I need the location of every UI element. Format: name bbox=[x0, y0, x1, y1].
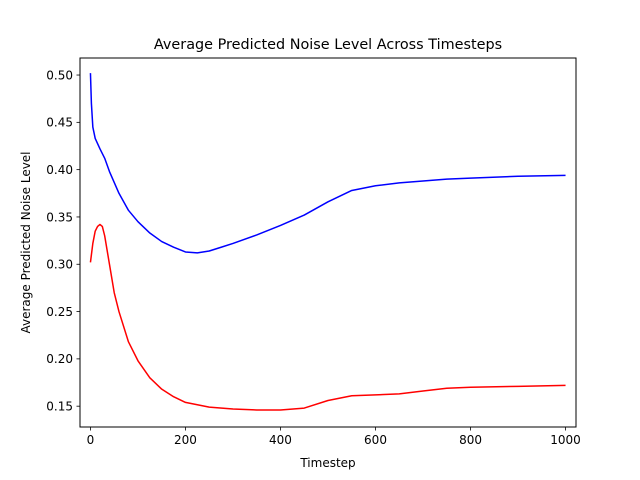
x-tick-label: 600 bbox=[364, 433, 387, 447]
y-tick-label: 0.50 bbox=[46, 68, 73, 82]
y-tick-label: 0.25 bbox=[46, 305, 73, 319]
y-tick-label: 0.30 bbox=[46, 258, 73, 272]
plot-frame bbox=[79, 57, 577, 428]
y-tick-label: 0.45 bbox=[46, 116, 73, 130]
x-tick-label: 0 bbox=[87, 433, 95, 447]
y-tick-label: 0.20 bbox=[46, 352, 73, 366]
tick-layer: 0 200 400 600 800 1000 0.15 0.20 0.25 0.30 0.35 0.4… bbox=[46, 68, 581, 447]
series-line-1 bbox=[89, 73, 566, 254]
x-tick-label: 1000 bbox=[550, 433, 581, 447]
x-tick-label: 800 bbox=[459, 433, 482, 447]
y-tick-label: 0.15 bbox=[46, 399, 73, 413]
x-tick-label: 200 bbox=[174, 433, 197, 447]
chart-title: Average Predicted Noise Level Across Tim… bbox=[154, 37, 502, 53]
y-tick-label: 0.40 bbox=[46, 163, 73, 177]
series-line-2 bbox=[89, 223, 566, 411]
x-axis-label: Timestep bbox=[299, 456, 355, 470]
series-layer bbox=[89, 73, 566, 411]
y-tick-label: 0.35 bbox=[46, 210, 73, 224]
x-tick-label: 400 bbox=[269, 433, 292, 447]
y-axis-label: Average Predicted Noise Level bbox=[19, 151, 33, 333]
